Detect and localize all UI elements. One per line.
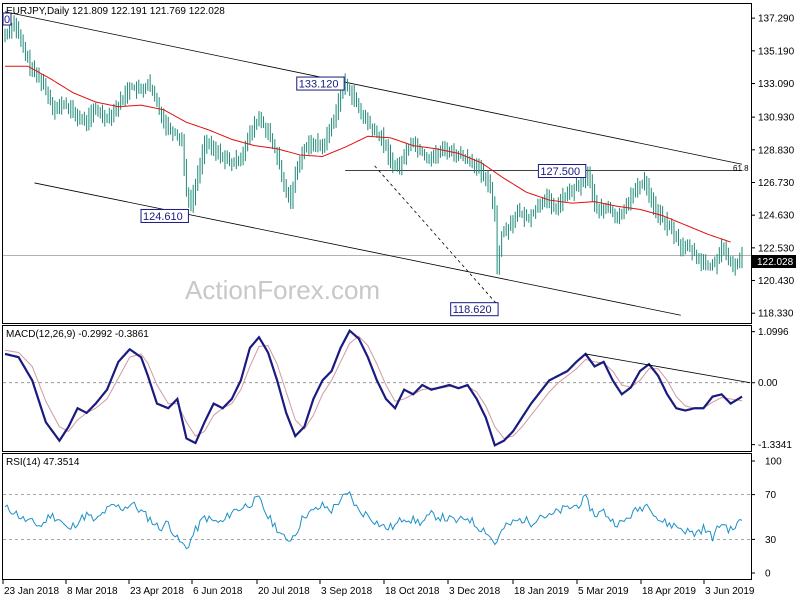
annotation-133-120: 133.120: [296, 76, 345, 91]
corner-label: 0: [4, 14, 10, 26]
macd-panel-frame: [2, 325, 752, 452]
price-trendline: [374, 165, 498, 305]
macd-y-tick-label: 1.0996: [758, 327, 789, 338]
price-trendline: [34, 182, 681, 316]
rsi-plot: [3, 490, 751, 550]
rsi-y-tick-label: 70: [765, 490, 777, 501]
x-tick-label: 3 Dec 2018: [449, 586, 501, 597]
x-tick-label: 23 Jan 2018: [4, 586, 59, 597]
current-price-label: 122.028: [757, 257, 794, 268]
annotation-127-500: 127.500: [537, 164, 587, 179]
price-plot: 133.120 124.610 118.620 127.500: [3, 11, 751, 317]
moving-average-line: [5, 65, 731, 243]
x-tick-label: 3 Jun 2019: [705, 586, 755, 597]
price-y-tick-label: 128.830: [758, 145, 795, 156]
macd-line: [4, 328, 743, 447]
rsi-y-tick-label: 0: [765, 569, 771, 580]
macd-header: MACD(12,26,9) -0.2992 -0.3861: [6, 329, 149, 340]
price-y-tick-label: 133.090: [758, 79, 795, 90]
fib-label: 61.8: [733, 164, 749, 173]
annotation-box: [140, 208, 189, 223]
annotation-box: [296, 76, 345, 91]
price-y-tick-label: 126.730: [758, 178, 795, 189]
x-tick-label: 6 Jun 2018: [193, 586, 243, 597]
price-y-tick-label: 118.330: [758, 309, 794, 320]
annotation-124-610: 124.610: [140, 208, 189, 223]
price-y-tick-label: 124.630: [758, 211, 795, 222]
price-header: EURJPY,Daily 121.809 122.191 121.769 122…: [6, 6, 225, 17]
x-tick-label: 18 Oct 2018: [385, 586, 440, 597]
macd-y-tick-label: 0.00: [758, 378, 778, 389]
macd-plot: [3, 328, 751, 447]
annotation-118-620: 118.620: [450, 302, 499, 317]
annotation-label: 133.120: [299, 79, 339, 91]
rsi-line: [4, 490, 743, 550]
annotation-box: [450, 302, 499, 317]
x-tick-label: 5 Mar 2019: [578, 586, 629, 597]
annotation-label: 124.610: [143, 211, 183, 223]
annotation-label: 127.500: [540, 166, 580, 178]
price-trendline: [4, 11, 743, 165]
price-y-tick-label: 122.530: [758, 243, 795, 254]
macd-signal-line: [4, 335, 743, 439]
rsi-panel-frame: [2, 453, 752, 580]
macd-trendline: [585, 353, 751, 384]
x-tick-label: 8 Mar 2018: [67, 586, 118, 597]
annotation-box: [537, 164, 587, 179]
x-tick-label: 18 Apr 2019: [642, 586, 696, 597]
x-tick-label: 18 Jan 2019: [514, 586, 569, 597]
x-tick-label: 3 Sep 2018: [321, 586, 373, 597]
macd-y-tick-label: -1.3341: [758, 440, 792, 451]
rsi-y-tick-label: 100: [765, 457, 782, 468]
price-y-tick-label: 130.930: [758, 113, 795, 124]
annotation-label: 118.620: [453, 304, 492, 316]
rsi-y-tick-label: 30: [765, 535, 777, 546]
price-y-tick-label: 135.190: [758, 46, 795, 57]
x-tick-label: 20 Jul 2018: [258, 586, 310, 597]
watermark: ActionForex.com: [185, 275, 380, 305]
x-tick-label: 23 Apr 2018: [130, 586, 184, 597]
axes: 137.290 135.190 133.090 130.930 128.830 126.7…: [2, 14, 795, 597]
price-y-tick-label: 120.430: [758, 276, 795, 287]
price-panel-frame: [2, 3, 752, 324]
rsi-header: RSI(14) 47.3514: [6, 457, 80, 468]
current-price-tag: [752, 255, 796, 268]
price-y-tick-label: 137.290: [758, 14, 795, 25]
corner-label-box: [2, 12, 12, 26]
